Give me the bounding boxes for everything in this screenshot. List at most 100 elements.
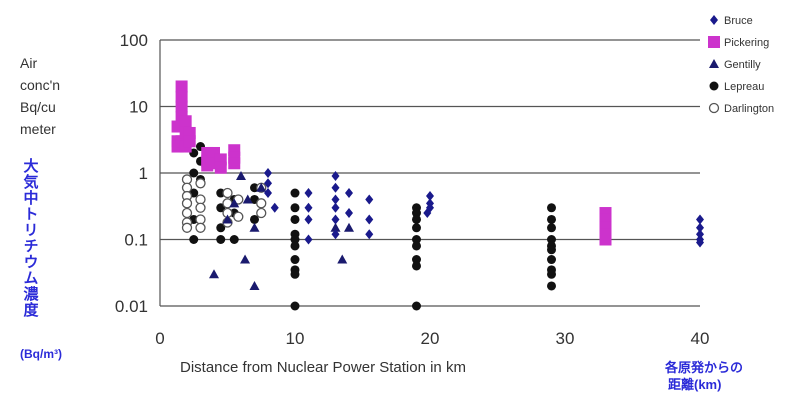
point-bruce xyxy=(696,237,704,248)
point-lepreau xyxy=(216,235,226,244)
point-lepreau xyxy=(189,235,199,244)
point-darlington xyxy=(195,202,206,213)
point-bruce xyxy=(304,202,313,213)
point-lepreau xyxy=(412,255,421,265)
point-bruce xyxy=(365,194,374,205)
point-darlington xyxy=(195,214,206,225)
point-darlington xyxy=(181,207,193,219)
legend-label-pickering: Pickering xyxy=(724,37,769,49)
point-darlington xyxy=(195,222,206,233)
ylabel-japanese: 大気中トリチウム濃度 xyxy=(22,157,39,318)
point-bruce xyxy=(264,168,272,178)
xlabel-japanese-1: 各原発からの xyxy=(664,360,743,375)
point-pickering xyxy=(228,157,241,170)
point-gentilly xyxy=(222,214,233,224)
point-gentilly xyxy=(229,198,240,208)
point-gentilly xyxy=(249,222,260,232)
x-tick-label: 20 xyxy=(421,329,440,348)
point-pickering xyxy=(214,161,227,174)
legend-marker-darlington xyxy=(708,102,720,114)
point-lepreau xyxy=(290,235,300,244)
point-lepreau xyxy=(547,203,556,213)
point-darlington xyxy=(195,178,206,189)
point-bruce xyxy=(331,182,340,193)
point-darlington xyxy=(195,194,206,205)
legend-label-lepreau: Lepreau xyxy=(724,81,764,93)
legend-marker-lepreau xyxy=(709,81,719,91)
point-lepreau xyxy=(290,188,300,198)
point-bruce xyxy=(696,214,704,225)
point-lepreau xyxy=(290,255,300,265)
point-lepreau xyxy=(412,301,421,311)
point-lepreau xyxy=(290,214,300,224)
point-lepreau xyxy=(229,235,239,244)
point-darlington xyxy=(181,222,193,233)
ylabel-line-1: Air xyxy=(20,55,37,71)
point-gentilly xyxy=(256,182,267,192)
y-tick-label: 100 xyxy=(120,31,148,50)
legend-marker-gentilly xyxy=(709,59,719,68)
point-lepreau xyxy=(547,269,556,279)
legend-marker-pickering xyxy=(708,36,720,48)
y-tick-label: 0.1 xyxy=(124,231,148,250)
point-gentilly xyxy=(242,194,253,204)
point-bruce xyxy=(426,191,434,202)
legend-label-bruce: Bruce xyxy=(724,15,753,27)
point-gentilly xyxy=(209,269,219,279)
point-lepreau xyxy=(412,214,421,224)
y-tick-label: 10 xyxy=(129,98,148,117)
point-bruce xyxy=(696,222,704,233)
point-bruce xyxy=(696,229,704,240)
point-darlington xyxy=(181,174,193,185)
point-lepreau xyxy=(547,214,556,224)
point-lepreau xyxy=(290,301,300,311)
legend-marker-bruce xyxy=(710,15,718,25)
point-darlington xyxy=(256,198,267,209)
xlabel: Distance from Nuclear Power Station in k… xyxy=(180,359,466,376)
point-bruce xyxy=(304,234,313,245)
point-gentilly xyxy=(330,222,341,232)
point-gentilly xyxy=(344,222,354,232)
ylabel-line-3: Bq/cu xyxy=(20,99,56,115)
point-gentilly xyxy=(240,254,251,264)
point-bruce xyxy=(304,214,313,225)
point-lepreau xyxy=(412,235,421,244)
point-gentilly xyxy=(236,171,246,181)
point-bruce xyxy=(331,229,340,240)
point-lepreau xyxy=(412,223,421,233)
point-darlington xyxy=(222,187,233,199)
point-bruce xyxy=(331,214,340,225)
point-bruce xyxy=(365,229,374,240)
point-bruce xyxy=(423,208,432,219)
legend: Bruce Pickering Gentilly Lepreau Darlington xyxy=(708,15,774,115)
point-lepreau xyxy=(290,203,300,213)
point-bruce xyxy=(345,208,353,219)
axes: 0.01 0.1 1 10 100 0 10 20 30 40 xyxy=(115,31,710,348)
point-bruce xyxy=(270,202,279,213)
point-bruce xyxy=(331,171,340,182)
point-bruce xyxy=(304,188,313,199)
point-bruce xyxy=(264,178,272,189)
point-lepreau xyxy=(547,255,556,265)
point-bruce xyxy=(345,188,353,199)
point-lepreau xyxy=(412,208,421,218)
point-pickering xyxy=(183,135,196,148)
xlabel-japanese-2: 距離(km) xyxy=(668,377,721,392)
x-tick-label: 10 xyxy=(286,329,305,348)
point-lepreau xyxy=(412,261,421,271)
point-lepreau xyxy=(547,223,556,233)
point-bruce xyxy=(264,188,272,199)
point-lepreau xyxy=(547,235,556,244)
point-lepreau xyxy=(547,245,556,255)
legend-label-darlington: Darlington xyxy=(724,103,774,115)
point-pickering xyxy=(175,100,188,113)
y-tick-label: 1 xyxy=(139,164,148,183)
point-darlington xyxy=(256,207,267,219)
legend-label-gentilly: Gentilly xyxy=(724,59,761,71)
point-lepreau xyxy=(290,241,300,251)
point-bruce xyxy=(331,194,340,205)
ylabel-japanese-unit: (Bq/m³) xyxy=(20,347,62,361)
point-gentilly xyxy=(249,280,260,290)
